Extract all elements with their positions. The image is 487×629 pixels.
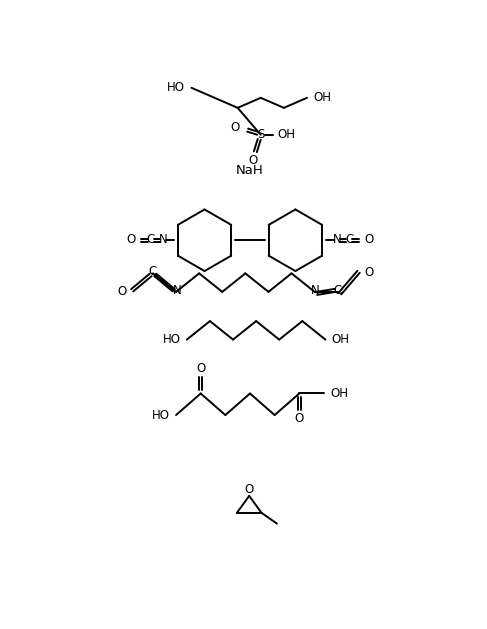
Text: N: N [159,233,168,246]
Text: O: O [248,155,258,167]
Text: S: S [257,128,264,142]
Text: OH: OH [278,128,296,142]
Text: NaH: NaH [235,164,263,177]
Text: OH: OH [313,91,331,104]
Text: O: O [365,233,374,246]
Text: HO: HO [152,409,170,421]
Text: HO: HO [168,81,185,94]
Text: O: O [126,233,135,246]
Text: N: N [333,233,341,246]
Text: HO: HO [163,333,181,346]
Text: OH: OH [332,333,350,346]
Text: C: C [147,233,155,246]
Text: C: C [334,284,342,297]
Text: O: O [364,266,373,279]
Text: O: O [196,362,206,375]
Text: N: N [172,284,181,297]
Text: N: N [311,284,320,297]
Text: O: O [231,121,240,135]
Text: O: O [117,284,127,298]
Text: C: C [149,265,157,278]
Text: OH: OH [330,387,348,400]
Text: O: O [244,483,254,496]
Text: C: C [345,233,354,246]
Text: O: O [295,413,304,425]
